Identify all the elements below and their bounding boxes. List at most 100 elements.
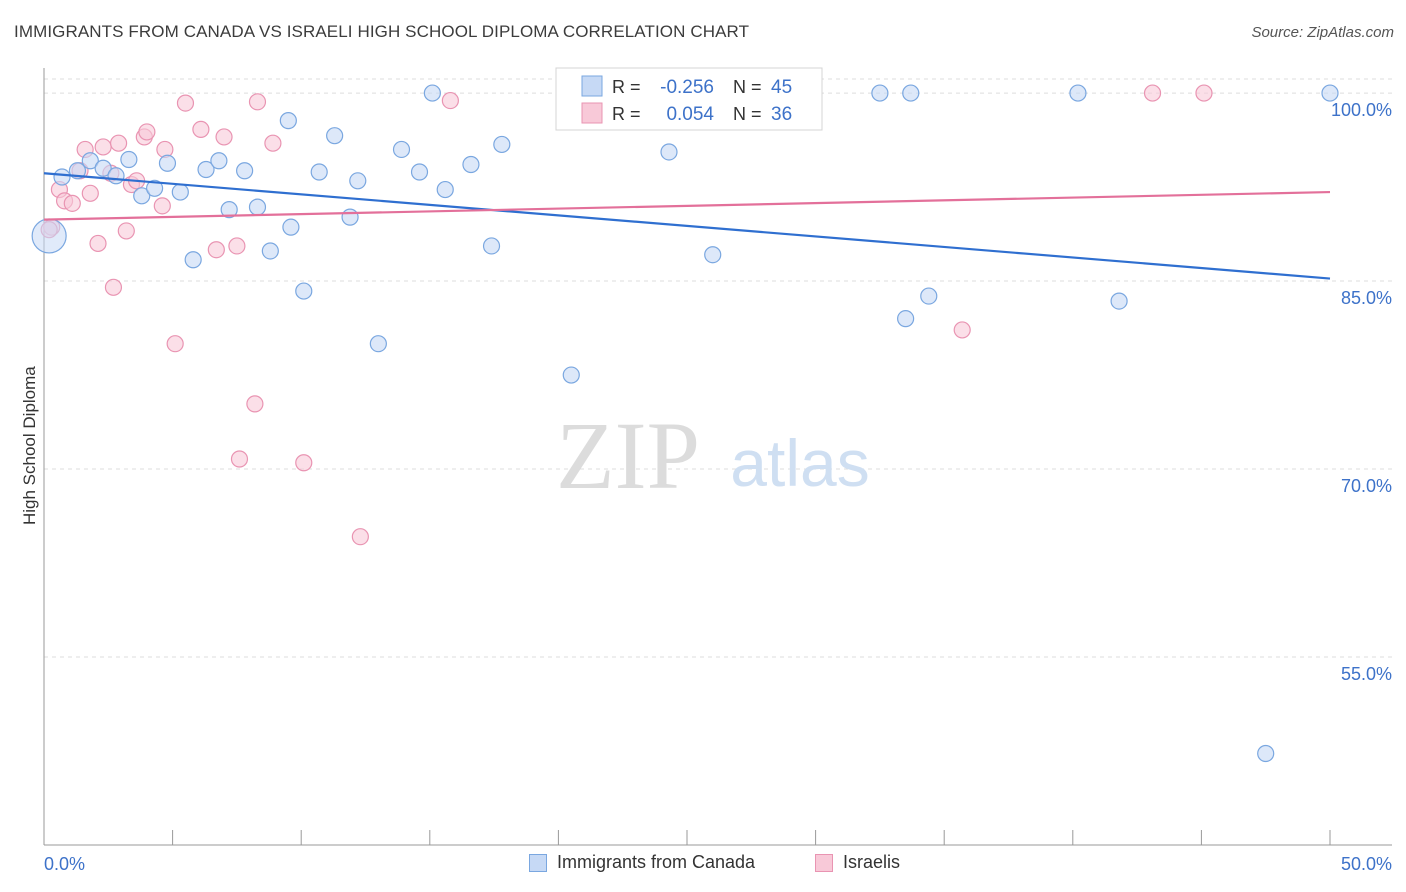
point-israelis: [63, 194, 81, 212]
point-israelis: [1143, 84, 1162, 102]
legend-item-israelis: Israelis: [815, 852, 900, 873]
legend-swatch-canada: [529, 853, 547, 872]
point-canada: [94, 159, 112, 177]
trend-lines: [43, 172, 1331, 280]
point-canada: [897, 310, 915, 328]
trend-line-israelis: [43, 190, 1331, 221]
point-canada: [210, 152, 228, 170]
trend-line-canada: [43, 172, 1331, 280]
point-israelis: [230, 450, 249, 468]
point-canada: [1321, 84, 1339, 102]
watermark-zip: ZIP: [556, 402, 700, 509]
legend-r-label-blue: R =: [612, 77, 641, 97]
point-canada: [341, 208, 359, 226]
series-legend: Immigrants from Canada Israelis: [0, 852, 1406, 878]
point-israelis: [192, 120, 210, 139]
point-israelis: [441, 91, 459, 110]
legend-r-value-pink: 0.054: [666, 104, 714, 125]
point-israelis: [1195, 84, 1213, 102]
chart-title: IMMIGRANTS FROM CANADA VS ISRAELI HIGH S…: [14, 22, 750, 41]
stats-legend: R = -0.256 N = 45 R = 0.054 N = 36: [555, 67, 823, 131]
point-canada: [31, 218, 67, 254]
point-canada: [493, 135, 511, 154]
point-canada: [392, 140, 411, 159]
point-israelis: [94, 138, 112, 156]
point-canada: [279, 112, 297, 130]
point-israelis: [215, 128, 233, 146]
point-israelis: [264, 134, 282, 152]
point-canada: [145, 179, 164, 197]
point-israelis: [953, 321, 971, 339]
point-israelis: [248, 93, 267, 111]
point-canada: [133, 187, 151, 205]
point-canada: [107, 167, 125, 185]
legend-swatch-pink: [581, 102, 603, 124]
point-israelis: [104, 278, 123, 296]
point-canada: [349, 172, 367, 190]
point-israelis: [81, 184, 99, 202]
point-canada: [660, 143, 678, 161]
point-canada: [120, 150, 138, 169]
point-israelis: [153, 197, 171, 215]
point-canada: [326, 127, 344, 145]
x-tick-label-min: 0.0%: [44, 854, 85, 874]
point-israelis: [109, 134, 128, 152]
point-canada: [369, 335, 387, 353]
point-israelis: [228, 237, 246, 255]
legend-n-label-blue: N =: [733, 77, 762, 97]
legend-swatch-blue: [581, 75, 603, 97]
x-tick-label-max: 50.0%: [1341, 854, 1392, 874]
legend-r-label-pink: R =: [612, 104, 641, 124]
y-tick-label: 85.0%: [1341, 288, 1392, 308]
y-tick-label: 55.0%: [1341, 664, 1392, 684]
series-canada-points: [31, 84, 1339, 763]
watermark-atlas: atlas: [730, 426, 869, 500]
point-canada: [236, 162, 254, 180]
y-tick-label: 100.0%: [1331, 100, 1392, 120]
point-canada: [220, 201, 238, 219]
point-israelis: [176, 94, 195, 112]
point-canada: [282, 218, 300, 236]
point-canada: [1069, 84, 1087, 102]
point-israelis: [207, 241, 225, 259]
source-label: Source: ZipAtlas.com: [1251, 24, 1394, 41]
watermark: ZIP atlas: [556, 402, 870, 509]
point-canada: [184, 251, 202, 269]
point-israelis: [246, 395, 264, 413]
point-canada: [871, 84, 889, 102]
y-tick-label: 70.0%: [1341, 476, 1392, 496]
legend-n-value-pink: 36: [771, 104, 792, 125]
axes: [43, 68, 1392, 846]
point-canada: [436, 180, 454, 199]
point-israelis: [166, 335, 184, 353]
legend-label-canada: Immigrants from Canada: [557, 852, 756, 872]
point-israelis: [295, 454, 313, 472]
point-israelis: [89, 234, 107, 253]
point-canada: [1110, 292, 1128, 310]
point-canada: [53, 168, 71, 186]
point-canada: [81, 152, 99, 170]
legend-n-label-pink: N =: [733, 104, 762, 124]
point-canada: [704, 246, 722, 264]
point-canada: [310, 163, 328, 181]
point-canada: [562, 366, 580, 384]
point-canada: [482, 237, 501, 255]
point-israelis: [117, 222, 135, 240]
point-canada: [248, 198, 267, 216]
legend-label-israelis: Israelis: [843, 852, 901, 872]
legend-swatch-israelis: [815, 853, 833, 872]
legend-r-value-blue: -0.256: [660, 77, 714, 98]
point-canada: [920, 287, 938, 305]
point-canada: [295, 282, 313, 300]
legend-item-canada: Immigrants from Canada: [529, 852, 755, 873]
legend-n-value-blue: 45: [771, 77, 792, 98]
point-canada: [261, 242, 279, 260]
point-israelis: [138, 123, 156, 141]
point-canada: [158, 154, 177, 172]
point-canada: [902, 84, 920, 102]
point-canada: [462, 155, 480, 174]
point-canada: [1257, 744, 1275, 763]
point-israelis: [351, 528, 369, 546]
point-canada: [171, 183, 189, 201]
